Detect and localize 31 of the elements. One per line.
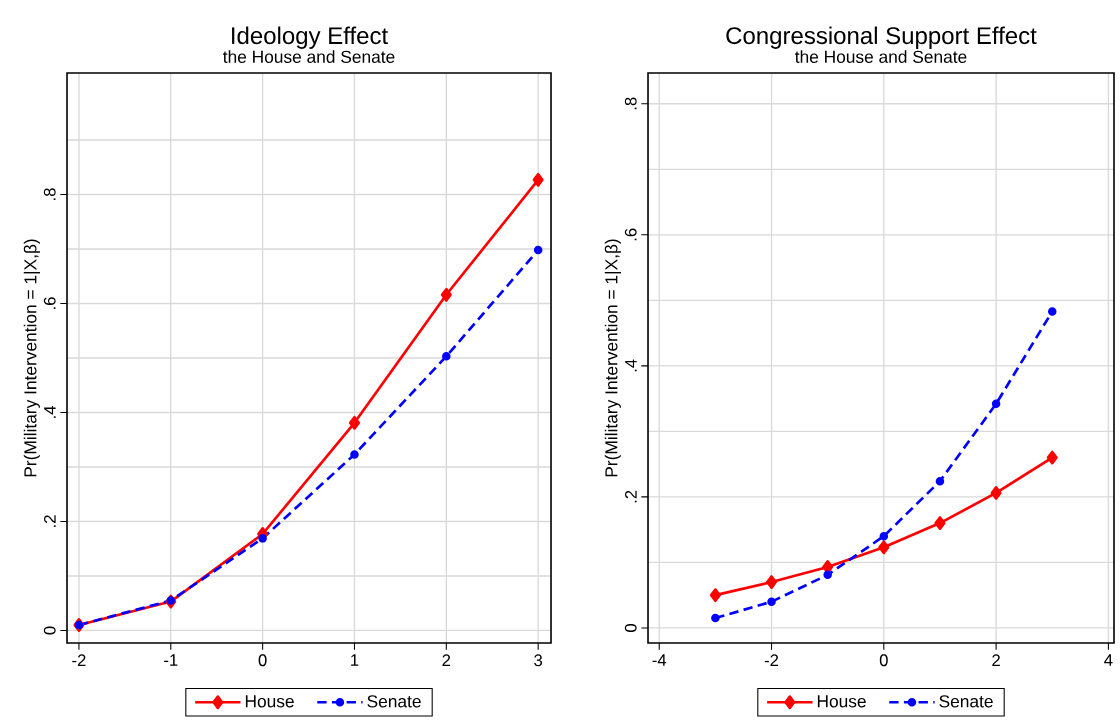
x-tick-label: -1: [164, 654, 178, 666]
x-tick-label: -2: [764, 654, 779, 666]
legend-label: House: [245, 695, 294, 708]
y-axis-title: Pr(Military Intervention = 1|X,β): [23, 239, 41, 477]
x-tick-label: 0: [258, 654, 267, 667]
legend-label: Senate: [367, 695, 421, 708]
y-axis-title: Pr(Military Intervention = 1|X,β): [604, 239, 622, 477]
chart-title: Congressional Support Effect: [726, 26, 1037, 49]
x-tick-label: 2: [442, 654, 451, 666]
x-tick-label: 1: [351, 654, 359, 666]
y-tick-label: .6: [624, 228, 637, 241]
legend-label: House: [817, 695, 866, 708]
y-tick-label: 0: [624, 623, 637, 632]
y-tick-label: .4: [625, 359, 637, 372]
x-tick-label: -4: [652, 654, 667, 666]
chart-subtitle: the House and Senate: [223, 50, 395, 63]
x-tick-label: 4: [1104, 654, 1113, 666]
y-tick-label: .8: [624, 97, 637, 110]
y-tick-label: .4: [44, 406, 56, 418]
chart-subtitle: the House and Senate: [795, 50, 967, 63]
x-tick-label: 2: [992, 654, 1000, 666]
chart-title: Ideology Effect: [232, 26, 388, 49]
y-tick-label: .2: [625, 490, 637, 503]
y-tick-label: .8: [43, 188, 56, 200]
y-tick-label: .6: [43, 297, 56, 309]
y-tick-label: 0: [43, 626, 56, 635]
x-tick-label: -2: [72, 654, 86, 666]
x-tick-label: 3: [534, 654, 543, 667]
legend-label: Senate: [939, 695, 993, 708]
x-tick-label: 0: [879, 654, 888, 667]
y-tick-label: .2: [44, 515, 56, 527]
